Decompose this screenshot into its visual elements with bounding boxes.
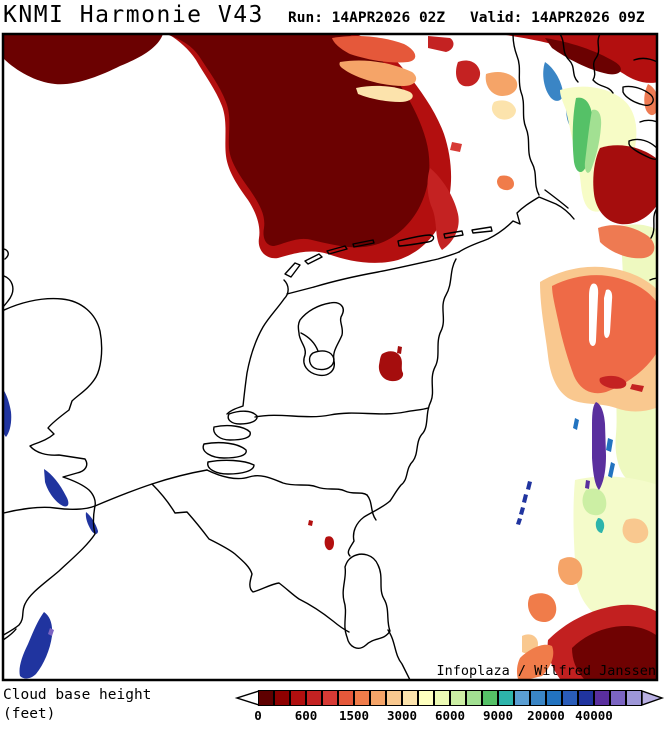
cloud-regions <box>4 35 656 679</box>
colorbar-box <box>274 690 290 706</box>
colorbar-box <box>322 690 338 706</box>
colorbar-box <box>370 690 386 706</box>
colorbar-box <box>306 690 322 706</box>
coastlines-borders <box>4 35 656 679</box>
colorbar-box <box>338 690 354 706</box>
underflow-triangle <box>234 690 260 706</box>
colorbar-overflow-arrow <box>641 690 665 706</box>
run-timestamp: Run: 14APR2026 02Z <box>288 10 446 26</box>
colorbar-box <box>594 690 610 706</box>
legend-units: (feet) <box>3 706 56 722</box>
colorbar-boxes <box>258 690 642 706</box>
colorbar-box <box>610 690 626 706</box>
colorbar-box <box>498 690 514 706</box>
colorbar-box <box>546 690 562 706</box>
colorbar-box <box>466 690 482 706</box>
colorbar-tick-label: 20000 <box>527 708 565 723</box>
colorbar-box <box>482 690 498 706</box>
colorbar-tick-label: 1500 <box>338 708 370 723</box>
colorbar-box <box>450 690 466 706</box>
overflow-triangle <box>641 690 665 706</box>
colorbar-tick-label: 3000 <box>386 708 418 723</box>
legend-title: Cloud base height <box>3 687 152 703</box>
colorbar-box <box>290 690 306 706</box>
colorbar-tick-label: 600 <box>294 708 318 723</box>
colorbar-box <box>626 690 642 706</box>
colorbar-box <box>514 690 530 706</box>
colorbar-box <box>258 690 274 706</box>
colorbar-box <box>578 690 594 706</box>
valid-timestamp: Valid: 14APR2026 09Z <box>470 10 645 26</box>
attribution-text: Infoplaza / Wilfred Janssen <box>436 663 656 679</box>
colorbar-box <box>530 690 546 706</box>
colorbar-tick-label: 9000 <box>482 708 514 723</box>
colorbar-tick-label: 6000 <box>434 708 466 723</box>
colorbar-tick-label: 0 <box>254 708 262 723</box>
map-frame <box>1 32 659 682</box>
colorbar-box <box>354 690 370 706</box>
colorbar-box <box>562 690 578 706</box>
legend-label: Cloud base height (feet) <box>3 686 151 724</box>
colorbar-box <box>434 690 450 706</box>
colorbar-ticks: 0 600 1500 3000 6000 9000 20000 40000 <box>254 708 658 724</box>
colorbar-tick-label: 40000 <box>575 708 613 723</box>
page-title: KNMI Harmonie V43 <box>3 2 264 28</box>
colorbar-box <box>418 690 434 706</box>
colorbar-box <box>402 690 418 706</box>
colorbar-box <box>386 690 402 706</box>
colorbar-underflow-arrow <box>234 690 260 706</box>
